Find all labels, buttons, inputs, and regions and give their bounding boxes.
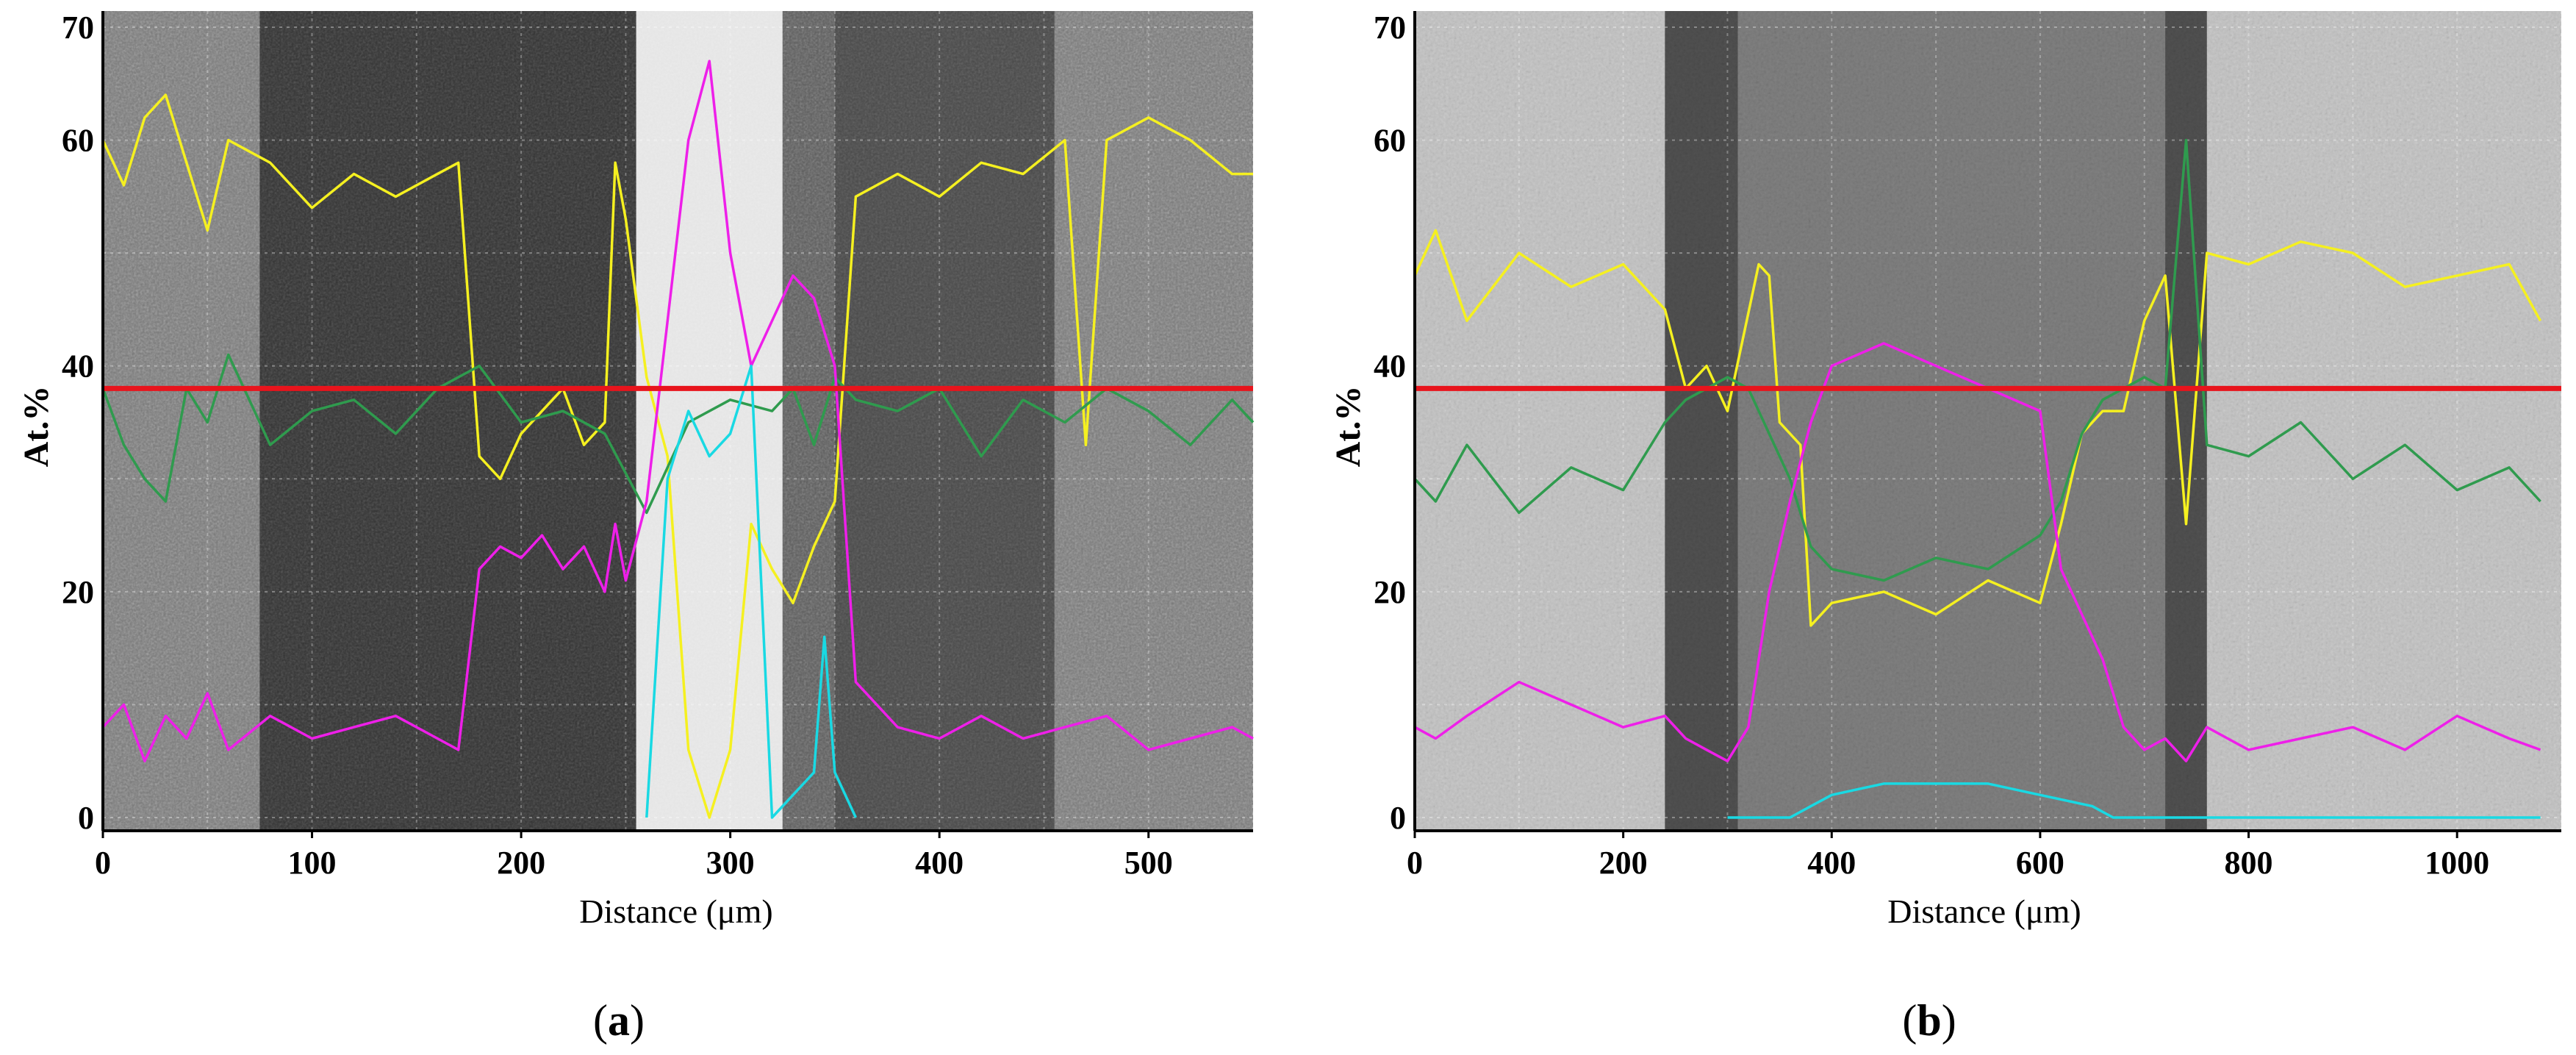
panel-b-y-tick-label: 60: [1374, 123, 1406, 159]
panel-b-y-tick-label: 20: [1374, 574, 1406, 610]
panel-a-y-ticks: 0 20 40 60 70: [62, 10, 94, 836]
panel-b-x-tick-label: 400: [1807, 845, 1856, 881]
panel-b-region: [1737, 11, 2166, 831]
panel-a-series-cyan: [645, 364, 857, 819]
panel-b-x-ticks: 0 200 400 600 800 1000: [1407, 831, 2489, 881]
panel-a-caption: (a): [593, 996, 645, 1045]
panel-b-y-tick-label: 70: [1374, 10, 1406, 46]
panel-a-caption-close: ): [630, 996, 645, 1045]
panel-a-ylabel: At.%: [17, 386, 56, 468]
panel-a-x-ticks: 0 100 200 300 400 500: [95, 831, 1173, 881]
panel-a-region: [636, 11, 783, 831]
panel-b-x-tick-label: 600: [2016, 845, 2064, 881]
panel-a-region: [259, 11, 469, 831]
panel-b-y-ticks: 0 20 40 60 70: [1374, 10, 1406, 836]
panel-b-caption-label: b: [1917, 996, 1941, 1045]
panel-b-x-tick-label: 200: [1599, 845, 1648, 881]
panel-a-regions: [103, 11, 1253, 831]
panel-b-region: [1415, 11, 1665, 831]
panel-a-xlabel: Distance (μm): [579, 893, 773, 930]
panel-b-caption-open: (: [1902, 996, 1917, 1045]
panel-b-series-magenta: [1414, 342, 2541, 762]
panel-a-caption-open: (: [593, 996, 608, 1045]
panel-a-series-yellow: [101, 93, 1253, 819]
panel-a-y-tick-label: 40: [62, 348, 94, 385]
panel-a-y-tick-label: 60: [62, 123, 94, 159]
panel-a-x-tick-label: 500: [1124, 845, 1173, 881]
panel-b-caption: (b): [1902, 996, 1956, 1045]
panel-a-y-tick-label: 20: [62, 574, 94, 610]
panel-b-xlabel: Distance (μm): [1887, 893, 2081, 930]
panel-a-x-tick-label: 200: [497, 845, 545, 881]
panel-a-x-tick-label: 0: [95, 845, 111, 881]
panel-b-series: [1413, 138, 2542, 819]
panel-b-x-tick-label: 1000: [2425, 845, 2489, 881]
panel-b-region: [2165, 11, 2207, 831]
panel-b-ylabel: At.%: [1329, 386, 1368, 468]
panel-b-regions: [1415, 11, 2561, 831]
panel-a-y-tick-label: 70: [62, 10, 94, 46]
panel-a: 0 20 40 60 70 0 100 200 300 400 500 At.% Distance…: [17, 10, 1255, 1045]
panel-b-x-tick-label: 800: [2225, 845, 2273, 881]
panel-a-x-tick-label: 400: [915, 845, 964, 881]
panel-a-caption-label: a: [608, 996, 630, 1045]
panel-b-caption-close: ): [1942, 996, 1956, 1045]
panel-b-y-tick-label: 0: [1390, 800, 1406, 836]
panel-a-y-tick-label: 0: [78, 800, 94, 836]
panel-a-x-tick-label: 100: [288, 845, 337, 881]
panel-b-series-green: [1413, 138, 2541, 582]
panel-a-region: [782, 11, 835, 831]
panel-b-y-tick-label: 40: [1374, 348, 1406, 385]
panel-b-grid: [1414, 11, 2562, 831]
panel-a-x-tick-label: 300: [706, 845, 755, 881]
panel-b-series-yellow: [1413, 229, 2542, 627]
panel-a-region: [468, 11, 636, 831]
panel-b-x-tick-label: 0: [1407, 845, 1423, 881]
panel-b-series-cyan: [1727, 782, 2541, 819]
panel-a-series-magenta: [101, 60, 1254, 762]
panel-b-region: [1665, 11, 1738, 831]
panel-b: 0 20 40 60 70 0 200 400 600 800 1000 At.% Distanc…: [1329, 10, 2562, 1045]
panel-b-region: [2206, 11, 2561, 831]
panel-a-region: [834, 11, 1055, 831]
